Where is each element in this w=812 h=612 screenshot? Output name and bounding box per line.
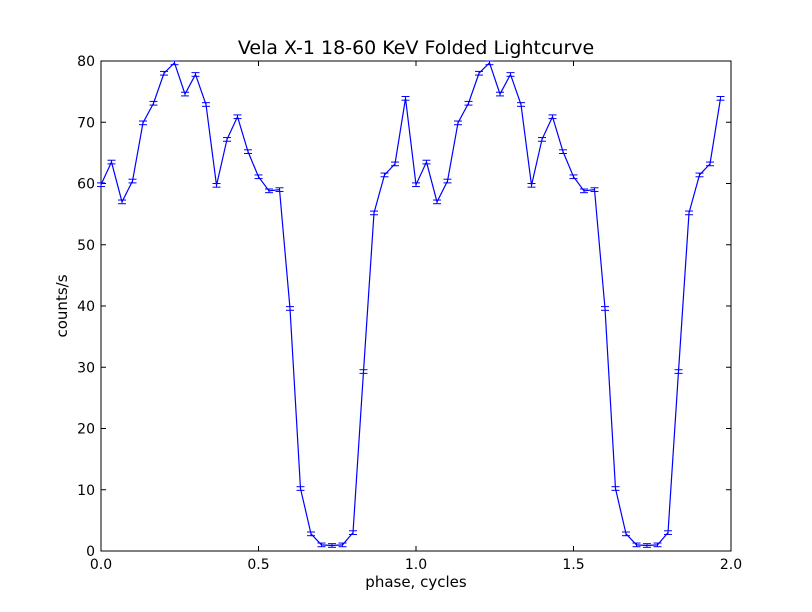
y-tick-label: 20 (77, 422, 95, 438)
data-point (611, 486, 620, 491)
data-point (359, 369, 368, 374)
data-point (160, 70, 168, 76)
y-tick-label: 70 (77, 115, 95, 131)
data-point (590, 187, 599, 192)
data-point (579, 188, 588, 194)
x-tick-label: 0.0 (90, 557, 112, 573)
data-point (695, 172, 704, 178)
data-point (674, 369, 683, 374)
data-point (223, 137, 231, 142)
data-point (275, 187, 284, 192)
data-point (390, 161, 399, 167)
y-tick-label: 80 (77, 54, 95, 70)
data-point (286, 306, 294, 311)
x-tick-label: 2.0 (720, 557, 742, 573)
data-point (327, 543, 336, 548)
data-point (642, 543, 651, 548)
data-point (338, 542, 347, 548)
data-point (716, 96, 725, 101)
data-point (705, 161, 714, 167)
plot-area (100, 60, 732, 552)
x-axis-label: phase, cycles (365, 573, 467, 591)
data-point (138, 120, 147, 126)
data-point (548, 114, 557, 120)
y-tick-label: 50 (77, 238, 95, 254)
data-point (212, 183, 221, 188)
data-point (506, 72, 515, 77)
data-point (118, 199, 127, 205)
data-point (107, 159, 116, 165)
y-tick-label: 60 (77, 177, 95, 193)
chart-title: Vela X-1 18-60 KeV Folded Lightcurve (238, 37, 594, 59)
x-tick-label: 1.0 (405, 557, 427, 573)
data-point (244, 149, 253, 154)
data-point (191, 72, 200, 77)
series-layer (97, 60, 725, 548)
data-point (380, 172, 389, 178)
data-point (181, 91, 190, 97)
data-point (422, 159, 431, 165)
y-tick-label: 40 (77, 299, 95, 315)
data-point (664, 530, 672, 535)
data-point (254, 174, 263, 180)
y-axis-label: counts/s (53, 274, 71, 337)
data-point (128, 178, 137, 184)
data-point (622, 531, 631, 537)
data-point (632, 542, 641, 548)
data-point (149, 100, 158, 106)
data-point (264, 188, 273, 194)
data-point (516, 102, 525, 107)
data-point (296, 486, 305, 491)
data-point (349, 530, 357, 535)
data-point (443, 178, 452, 184)
data-point (233, 114, 242, 120)
y-tick-label: 10 (77, 483, 95, 499)
data-point (401, 96, 410, 101)
data-point (170, 60, 179, 66)
series-line (100, 61, 722, 547)
data-point (412, 182, 420, 188)
y-tick-label: 0 (86, 544, 95, 560)
x-tick-label: 1.5 (562, 557, 584, 573)
y-tick-label: 30 (77, 360, 95, 376)
data-point (307, 531, 316, 537)
data-point (538, 137, 546, 142)
data-point (370, 210, 379, 216)
data-point (453, 120, 462, 126)
data-point (201, 102, 210, 107)
data-point (685, 210, 694, 216)
data-point (475, 70, 483, 76)
data-point (653, 542, 662, 548)
data-point (569, 174, 578, 180)
axis-ticks: 0.0 0.5 1.0 1.5 2.0 0 10 20 30 40 50 60 70 80 (77, 54, 742, 573)
data-point (527, 183, 536, 188)
data-point (559, 149, 568, 154)
x-tick-label: 0.5 (247, 557, 269, 573)
data-point (433, 199, 442, 205)
data-point (485, 60, 494, 66)
data-point (601, 306, 609, 311)
data-point (464, 100, 473, 106)
data-point (97, 182, 105, 188)
data-point (317, 542, 326, 548)
data-point (496, 91, 505, 97)
